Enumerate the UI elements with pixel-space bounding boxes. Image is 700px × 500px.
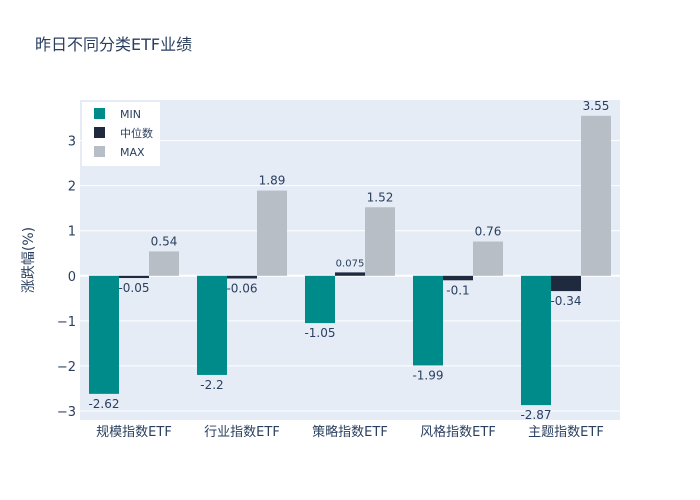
y-tick-label: −2	[57, 360, 76, 375]
data-label: 3.55	[583, 99, 610, 113]
data-label: 0.54	[151, 234, 178, 248]
x-tick-label: 主题指数ETF	[528, 425, 604, 440]
legend-label: MAX	[120, 146, 145, 159]
bar	[89, 275, 119, 394]
bar	[227, 275, 257, 279]
legend-swatch	[94, 108, 105, 119]
data-label: -0.34	[550, 294, 581, 308]
bar	[149, 251, 179, 276]
y-tick-label: −3	[57, 405, 76, 420]
data-label: -0.06	[226, 281, 257, 295]
data-label: 0.075	[336, 258, 365, 269]
data-label: -0.1	[446, 283, 469, 297]
legend-swatch	[94, 127, 105, 138]
y-axis-ticks: −3 −2 −1 0 1 2 3	[57, 135, 76, 420]
y-tick-label: 1	[68, 225, 76, 240]
bar	[335, 272, 365, 276]
legend-label: 中位数	[120, 126, 153, 140]
bar	[443, 275, 473, 281]
x-tick-label: 行业指数ETF	[204, 425, 280, 440]
data-label: 0.76	[475, 225, 502, 239]
data-label: -1.05	[304, 326, 335, 340]
bars-group	[89, 115, 611, 406]
bar	[521, 275, 551, 406]
bar	[119, 275, 149, 279]
y-tick-label: 2	[68, 180, 76, 195]
y-axis-label: 涨跌幅(%)	[21, 227, 37, 293]
y-tick-label: −1	[57, 315, 76, 330]
x-tick-label: 规模指数ETF	[96, 425, 172, 440]
bar	[473, 241, 503, 276]
bar	[413, 275, 443, 366]
bar	[581, 115, 611, 276]
data-label: -2.2	[200, 378, 223, 392]
legend: MIN 中位数 MAX	[82, 102, 160, 166]
data-label: 1.89	[259, 174, 286, 188]
bar	[305, 275, 335, 324]
data-label: 1.52	[367, 190, 394, 204]
data-label: -2.87	[520, 408, 551, 422]
data-label: -2.62	[88, 397, 119, 411]
legend-swatch	[94, 146, 105, 157]
y-tick-label: 0	[68, 270, 76, 285]
data-labels-group: -2.62 -0.05 0.54 -2.2 -0.06 1.89 -1.05 0.075 1.5…	[88, 99, 609, 422]
data-label: -0.05	[118, 281, 149, 295]
y-tick-label: 3	[68, 135, 76, 150]
data-label: -1.99	[412, 368, 443, 382]
legend-label: MIN	[120, 108, 141, 121]
x-axis-ticks: 规模指数ETF 行业指数ETF 策略指数ETF 风格指数ETF 主题指数ETF	[96, 424, 604, 440]
x-tick-label: 策略指数ETF	[312, 424, 388, 440]
bar	[257, 190, 287, 276]
x-tick-label: 风格指数ETF	[420, 424, 496, 440]
bar	[551, 275, 581, 292]
bar	[365, 207, 395, 276]
bar	[197, 275, 227, 375]
chart-title: 昨日不同分类ETF业绩	[35, 35, 192, 54]
